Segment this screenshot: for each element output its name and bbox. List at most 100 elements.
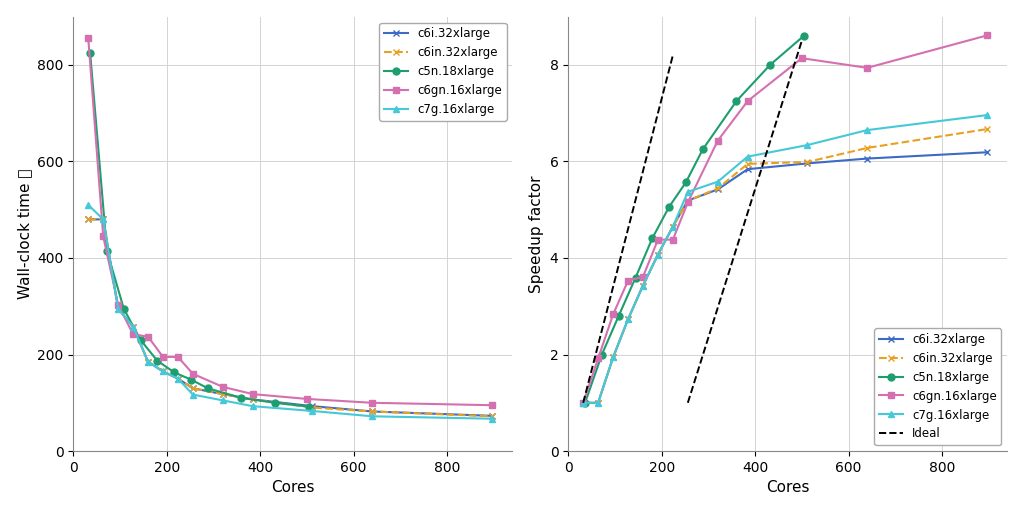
c7g.16xlarge [622, 316, 634, 323]
c6in.32xlarge [592, 400, 604, 406]
c6in.32xlarge [172, 376, 184, 382]
c6gn.16xlarge [741, 98, 754, 104]
c6gn.16xlarge [97, 233, 110, 239]
c5n.18xlarge [612, 313, 625, 319]
c6i.32xlarge [622, 316, 634, 323]
c6i.32xlarge [578, 400, 590, 406]
c6i.32xlarge [667, 224, 679, 230]
c5n.18xlarge [202, 385, 214, 391]
c7g.16xlarge [127, 324, 139, 330]
Y-axis label: Speedup factor: Speedup factor [529, 175, 544, 293]
Legend: c6i.32xlarge, c6in.32xlarge, c5n.18xlarge, c6gn.16xlarge, c7g.16xlarge, Ideal: c6i.32xlarge, c6in.32xlarge, c5n.18xlarg… [874, 328, 1001, 445]
c7g.16xlarge [592, 400, 604, 406]
c6in.32xlarge [142, 359, 155, 365]
c6in.32xlarge [97, 216, 110, 222]
c6in.32xlarge [157, 368, 169, 374]
c6in.32xlarge [667, 224, 679, 230]
c7g.16xlarge [712, 179, 724, 185]
c6in.32xlarge [712, 185, 724, 191]
c6gn.16xlarge [861, 65, 873, 71]
c6i.32xlarge [186, 385, 199, 391]
c6gn.16xlarge [578, 400, 590, 406]
Line: c7g.16xlarge: c7g.16xlarge [85, 201, 496, 422]
c7g.16xlarge [367, 413, 379, 419]
c6i.32xlarge [607, 354, 620, 360]
c5n.18xlarge [798, 33, 810, 39]
c7g.16xlarge [217, 397, 229, 403]
c5n.18xlarge [185, 376, 198, 382]
c6i.32xlarge [981, 149, 993, 155]
c6i.32xlarge [801, 160, 813, 166]
Line: c6i.32xlarge: c6i.32xlarge [580, 149, 990, 406]
Line: c6in.32xlarge: c6in.32xlarge [580, 125, 990, 406]
c6gn.16xlarge [247, 391, 259, 397]
c7g.16xlarge [97, 216, 110, 222]
c7g.16xlarge [485, 416, 498, 422]
c7g.16xlarge [682, 189, 694, 195]
c5n.18xlarge [764, 62, 776, 68]
c6in.32xlarge [112, 306, 124, 312]
c6in.32xlarge [652, 251, 665, 258]
c6gn.16xlarge [682, 199, 694, 205]
c6i.32xlarge [306, 403, 318, 409]
c6in.32xlarge [485, 413, 498, 419]
c5n.18xlarge [303, 403, 315, 410]
c6gn.16xlarge [142, 334, 155, 340]
c6gn.16xlarge [622, 278, 634, 284]
c7g.16xlarge [142, 359, 155, 365]
c6in.32xlarge [622, 316, 634, 323]
c6i.32xlarge [172, 376, 184, 382]
c6i.32xlarge [741, 166, 754, 172]
c6i.32xlarge [112, 306, 124, 312]
c6i.32xlarge [592, 400, 604, 406]
c6gn.16xlarge [82, 35, 94, 41]
Ideal [578, 400, 590, 406]
Line: c7g.16xlarge: c7g.16xlarge [580, 112, 990, 406]
c6i.32xlarge [247, 396, 259, 402]
Line: c6i.32xlarge: c6i.32xlarge [85, 216, 496, 419]
c6i.32xlarge [861, 156, 873, 162]
Line: Ideal: Ideal [584, 55, 673, 403]
c6gn.16xlarge [186, 371, 199, 377]
c5n.18xlarge [269, 400, 282, 406]
c6in.32xlarge [217, 391, 229, 397]
c6gn.16xlarge [172, 354, 184, 360]
c7g.16xlarge [801, 142, 813, 148]
Y-axis label: Wall-clock time ⏱: Wall-clock time ⏱ [16, 168, 32, 299]
c6i.32xlarge [82, 216, 94, 222]
Ideal [667, 52, 679, 58]
c6gn.16xlarge [796, 55, 808, 61]
Legend: c6i.32xlarge, c6in.32xlarge, c5n.18xlarge, c6gn.16xlarge, c7g.16xlarge: c6i.32xlarge, c6in.32xlarge, c5n.18xlarg… [379, 23, 507, 121]
Line: c6gn.16xlarge: c6gn.16xlarge [580, 32, 990, 406]
c6in.32xlarge [637, 283, 649, 289]
c5n.18xlarge [134, 337, 146, 343]
c7g.16xlarge [247, 403, 259, 409]
c7g.16xlarge [652, 251, 665, 258]
c7g.16xlarge [112, 306, 124, 312]
c5n.18xlarge [663, 204, 675, 210]
c7g.16xlarge [172, 376, 184, 382]
c7g.16xlarge [741, 154, 754, 160]
c5n.18xlarge [579, 400, 591, 406]
c6gn.16xlarge [712, 138, 724, 144]
c6in.32xlarge [682, 198, 694, 204]
c6i.32xlarge [157, 368, 169, 374]
c7g.16xlarge [861, 127, 873, 133]
c6gn.16xlarge [367, 400, 379, 406]
c6in.32xlarge [981, 126, 993, 132]
c6in.32xlarge [82, 216, 94, 222]
c6i.32xlarge [97, 216, 110, 222]
c7g.16xlarge [306, 408, 318, 414]
c6in.32xlarge [861, 145, 873, 151]
c7g.16xlarge [157, 368, 169, 374]
c5n.18xlarge [730, 98, 742, 104]
c6gn.16xlarge [981, 32, 993, 38]
c6gn.16xlarge [112, 302, 124, 308]
X-axis label: Cores: Cores [766, 480, 810, 495]
c6gn.16xlarge [301, 396, 313, 402]
c6i.32xlarge [217, 391, 229, 397]
c5n.18xlarge [100, 248, 113, 254]
c6i.32xlarge [127, 324, 139, 330]
c6gn.16xlarge [217, 384, 229, 390]
c6gn.16xlarge [485, 402, 498, 408]
